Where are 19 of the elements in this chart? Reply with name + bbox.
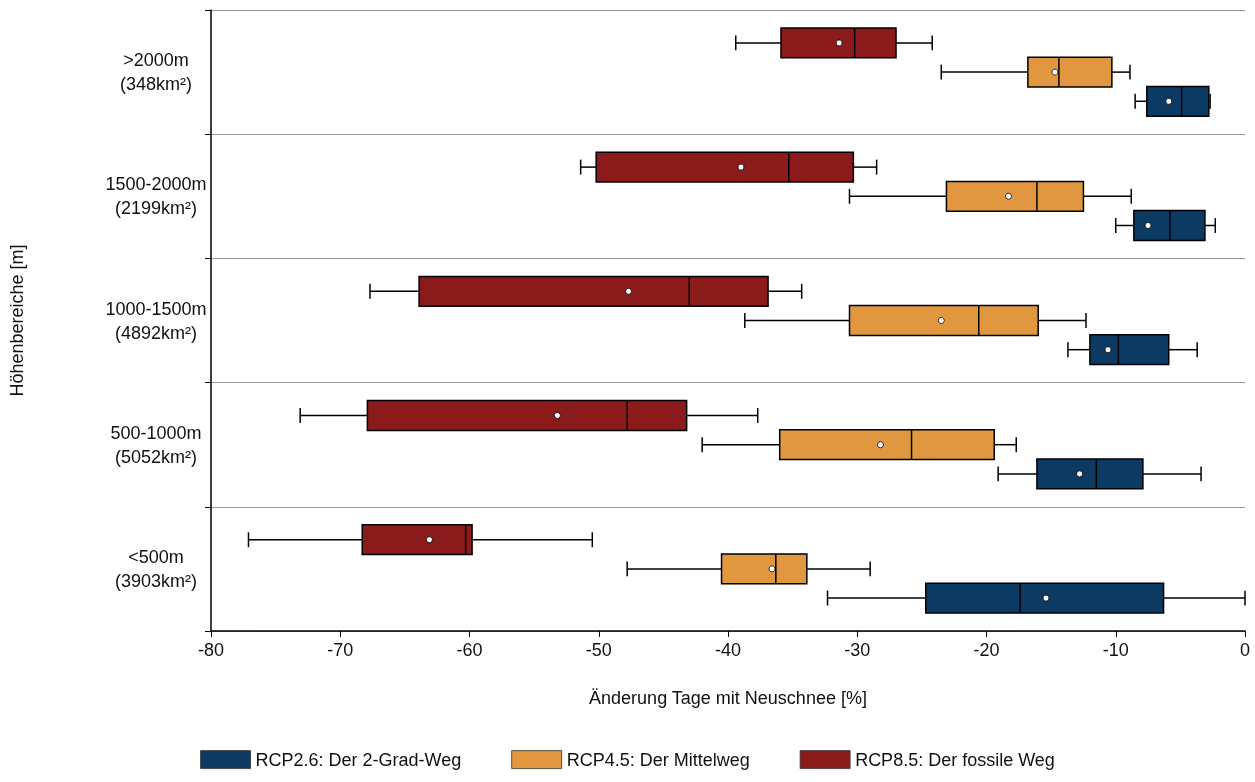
y-tick-label: 500-1000m (5052km²)	[110, 422, 202, 467]
x-tick-label: -40	[714, 640, 742, 660]
x-tick-label: -70	[327, 640, 354, 660]
y-tick-label: 1500-2000m (2199km²)	[105, 174, 207, 219]
x-axis-title: Änderung Tage mit Neuschnee [%]	[589, 688, 867, 708]
x-tick-label: -10	[1102, 640, 1129, 660]
x-tick-label: -80	[197, 640, 225, 660]
legend-label: RCP8.5: Der fossile Weg	[855, 749, 1055, 770]
y-axis-title: Höhenbereiche [m]	[7, 244, 27, 397]
x-tick-label: -30	[844, 640, 871, 660]
legend-label: RCP4.5: Der Mittelweg	[566, 749, 750, 770]
legend-label: RCP2.6: Der 2-Grad-Weg	[255, 749, 462, 770]
y-tick-label: 1000-1500m (4892km²)	[105, 298, 207, 343]
x-tick-label: 0	[1239, 640, 1251, 660]
y-tick-label: <500m (3903km²)	[114, 546, 198, 591]
y-tick-label: >2000m (348km²)	[119, 50, 193, 95]
x-tick-label: -20	[973, 640, 1000, 660]
x-tick-label: -50	[585, 640, 612, 660]
x-tick-label: -60	[456, 640, 483, 660]
